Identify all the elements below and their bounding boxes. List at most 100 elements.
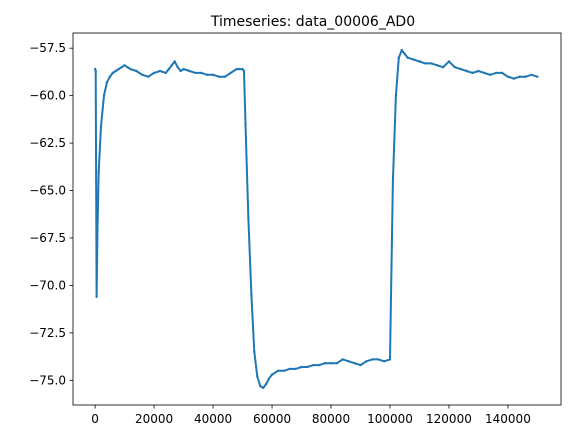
data-point bbox=[129, 67, 132, 71]
data-point bbox=[400, 48, 403, 52]
data-point bbox=[206, 73, 209, 77]
data-point bbox=[179, 69, 182, 73]
data-point bbox=[359, 363, 362, 367]
data-point bbox=[97, 170, 100, 173]
data-point bbox=[391, 179, 395, 183]
data-point bbox=[96, 227, 99, 230]
data-point bbox=[152, 71, 156, 75]
data-point bbox=[459, 67, 462, 71]
y-tick-label: −70.0 bbox=[29, 278, 66, 292]
data-point bbox=[406, 56, 409, 59]
data-point bbox=[306, 365, 309, 369]
data-point bbox=[170, 64, 173, 67]
data-point bbox=[188, 69, 191, 73]
data-point bbox=[335, 362, 339, 365]
plot-frame bbox=[72, 32, 562, 406]
data-point bbox=[518, 75, 521, 78]
data-point bbox=[244, 122, 247, 126]
x-tick-label: 0 bbox=[91, 412, 99, 426]
data-point bbox=[412, 58, 415, 61]
data-point bbox=[424, 62, 427, 65]
data-point bbox=[312, 363, 315, 367]
x-axis: 0 20000 40000 60000 80000 100000 120000 140000 bbox=[91, 405, 531, 426]
y-tick-label: −65.0 bbox=[29, 184, 66, 198]
data-point bbox=[276, 369, 280, 372]
data-point bbox=[453, 66, 456, 69]
data-point bbox=[259, 384, 262, 388]
y-tick-label: −72.5 bbox=[29, 326, 66, 340]
data-point bbox=[238, 67, 241, 71]
data-point bbox=[241, 67, 244, 71]
data-point bbox=[471, 71, 474, 75]
data-point bbox=[102, 94, 106, 97]
data-point bbox=[530, 73, 533, 77]
data-point bbox=[94, 69, 97, 73]
data-point bbox=[182, 67, 185, 71]
data-point bbox=[394, 94, 398, 97]
x-tick-label: 40000 bbox=[194, 412, 232, 426]
data-point bbox=[371, 358, 374, 361]
data-point bbox=[418, 60, 421, 63]
data-point bbox=[347, 360, 350, 363]
data-point bbox=[388, 358, 392, 361]
data-point bbox=[382, 360, 386, 363]
data-point bbox=[99, 124, 103, 128]
data-point bbox=[229, 71, 232, 75]
data-point bbox=[247, 217, 250, 221]
x-tick-label: 140000 bbox=[485, 412, 531, 426]
data-point bbox=[294, 367, 297, 371]
data-point bbox=[365, 360, 368, 363]
data-point bbox=[93, 67, 97, 71]
data-point bbox=[256, 375, 259, 378]
y-tick-label: −67.5 bbox=[29, 231, 66, 245]
y-tick-label: −60.0 bbox=[29, 89, 66, 103]
data-point bbox=[250, 293, 253, 297]
data-point bbox=[536, 75, 539, 78]
data-point bbox=[120, 66, 123, 69]
data-point bbox=[242, 69, 246, 73]
data-point bbox=[223, 75, 227, 78]
y-tick-label: −75.0 bbox=[29, 373, 66, 387]
data-point bbox=[524, 75, 527, 78]
data-point bbox=[111, 71, 115, 75]
plot-series-group bbox=[93, 48, 539, 390]
data-point bbox=[353, 362, 356, 365]
series-line bbox=[94, 49, 538, 389]
data-point bbox=[270, 373, 274, 376]
data-point bbox=[211, 73, 215, 77]
data-point bbox=[173, 60, 176, 63]
data-point bbox=[264, 382, 268, 386]
data-point bbox=[441, 66, 445, 69]
data-point bbox=[430, 62, 433, 65]
x-tick-label: 120000 bbox=[426, 412, 472, 426]
data-point bbox=[164, 71, 168, 75]
data-point bbox=[506, 75, 510, 78]
data-point bbox=[512, 77, 515, 80]
data-point bbox=[126, 66, 129, 69]
data-point bbox=[288, 367, 291, 371]
y-tick-label: −57.5 bbox=[29, 41, 66, 55]
data-point bbox=[95, 295, 98, 298]
x-tick-label: 60000 bbox=[253, 412, 291, 426]
data-point bbox=[403, 52, 406, 56]
data-point bbox=[390, 265, 393, 268]
data-point bbox=[447, 60, 451, 63]
data-point bbox=[117, 67, 120, 71]
data-point bbox=[465, 69, 468, 73]
data-point bbox=[141, 73, 144, 77]
data-point bbox=[147, 75, 150, 78]
data-point bbox=[108, 75, 112, 78]
data-point bbox=[267, 377, 271, 380]
y-axis: −57.5 −60.0 −62.5 −65.0 −67.5 −70.0 −72.5 −75.0 bbox=[29, 41, 73, 387]
data-point bbox=[494, 71, 498, 75]
data-point bbox=[489, 73, 492, 77]
data-point bbox=[158, 69, 162, 73]
data-point bbox=[262, 386, 265, 390]
data-point bbox=[300, 365, 303, 369]
data-point bbox=[200, 71, 203, 75]
x-tick-label: 20000 bbox=[135, 412, 173, 426]
data-point bbox=[123, 64, 126, 67]
data-point bbox=[329, 362, 333, 365]
